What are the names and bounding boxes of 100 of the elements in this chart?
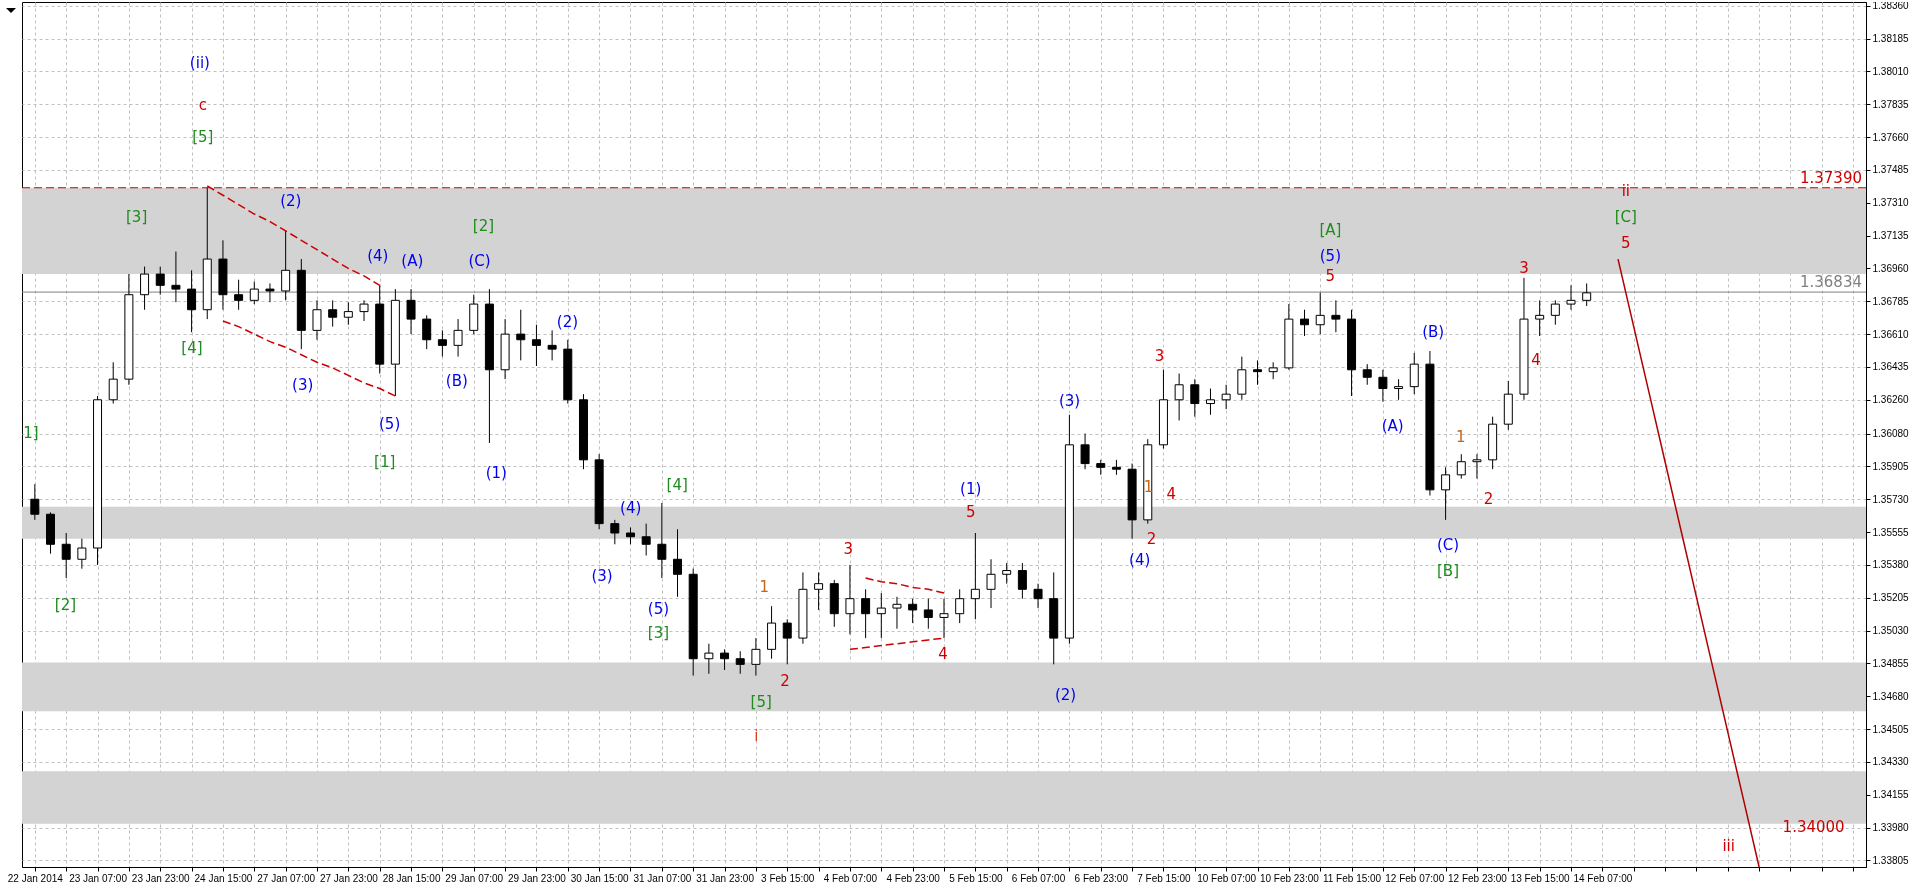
annotation: 5 — [965, 503, 976, 521]
annotation: 1] — [23, 424, 39, 442]
y-tick-label: 1.35905 — [1872, 460, 1910, 472]
candlestick — [955, 588, 965, 624]
annotation: (B) — [1422, 323, 1445, 341]
y-tick-label: 1.34155 — [1872, 789, 1910, 801]
candlestick — [735, 650, 745, 675]
annotation: [C] — [1614, 208, 1637, 226]
annotation: (5) — [378, 415, 401, 433]
annotation: (4) — [1129, 551, 1151, 569]
annotation: (1) — [960, 480, 982, 498]
candlestick — [782, 618, 792, 665]
candlestick — [343, 301, 353, 326]
ref-line-label: 1.37390 — [1799, 168, 1862, 187]
candlestick — [140, 266, 150, 311]
annotation: [B] — [1436, 562, 1459, 580]
x-tick-label: 12 Feb 23:00 — [1447, 872, 1508, 884]
annotation: (B) — [445, 372, 468, 390]
x-tick-label: 29 Jan 07:00 — [445, 872, 504, 884]
annotation: (2) — [1054, 686, 1077, 704]
y-tick-label: 1.38360 — [1872, 0, 1910, 12]
annotation: (5) — [647, 600, 670, 618]
y-tick-label: 1.33805 — [1872, 854, 1910, 866]
annotation: 2 — [780, 672, 790, 690]
candlestick — [531, 324, 541, 367]
candlestick — [77, 538, 87, 570]
candlestick — [547, 329, 557, 361]
x-tick-label: 14 Feb 07:00 — [1573, 872, 1633, 884]
candlestick — [328, 299, 338, 328]
ref-line-label: 1.36834 — [1799, 273, 1862, 292]
candlestick — [704, 643, 714, 675]
x-tick-label: 6 Feb 07:00 — [1011, 872, 1066, 884]
x-tick-label: 11 Feb 15:00 — [1322, 872, 1382, 884]
x-tick-label: 4 Feb 07:00 — [823, 872, 878, 884]
candlestick — [108, 361, 118, 405]
annotation: 4 — [1166, 485, 1177, 503]
annotation: [2] — [472, 217, 495, 235]
candlestick — [814, 571, 824, 611]
candlestick — [939, 598, 949, 639]
candlestick — [516, 309, 526, 361]
candlestick — [1002, 562, 1012, 585]
candlestick — [641, 523, 651, 557]
annotation: [5] — [192, 128, 214, 146]
candlestick — [673, 528, 683, 598]
annotation: 3 — [1519, 259, 1529, 277]
annotation: 4 — [938, 645, 948, 663]
annotation: 3 — [1154, 347, 1165, 365]
annotation: 2 — [1483, 490, 1494, 508]
candlestick — [1331, 299, 1341, 333]
candlestick — [1566, 284, 1576, 311]
y-tick-label: 1.34855 — [1872, 657, 1910, 669]
x-tick-label: 23 Jan 07:00 — [69, 872, 128, 884]
candlestick — [234, 279, 244, 311]
annotation: [A] — [1319, 221, 1342, 239]
x-tick-label: 6 Feb 23:00 — [1074, 872, 1129, 884]
candlestick — [923, 598, 933, 630]
x-tick-label: 13 Feb 15:00 — [1510, 872, 1571, 884]
candlestick — [61, 532, 71, 579]
y-tick-label: 1.35730 — [1872, 493, 1910, 505]
candlestick — [406, 288, 416, 335]
annotation: iii — [1722, 837, 1735, 855]
y-tick-label: 1.36435 — [1872, 361, 1910, 373]
y-tick-label: 1.37485 — [1872, 164, 1910, 176]
annotation: (ii) — [189, 54, 210, 72]
candlestick — [1409, 352, 1419, 395]
annotation: (C) — [1436, 536, 1460, 554]
line-series — [222, 320, 397, 397]
candlestick — [265, 282, 275, 303]
y-tick-label: 1.36080 — [1872, 428, 1910, 440]
x-tick-label: 29 Jan 23:00 — [508, 872, 567, 884]
candlestick — [422, 314, 432, 350]
annotation: (A) — [401, 252, 424, 270]
annotation: (3) — [1058, 392, 1081, 410]
candlestick — [861, 588, 871, 639]
annotation: [4] — [181, 339, 203, 357]
candlestick — [892, 596, 902, 630]
candlestick — [657, 502, 667, 579]
candlestick — [876, 592, 886, 639]
annotation: (C) — [468, 252, 491, 270]
candlestick — [30, 483, 40, 521]
annotation: 3 — [843, 540, 853, 558]
annotation: (3) — [591, 567, 613, 585]
candlestick — [1582, 282, 1592, 307]
y-tick-label: 1.37835 — [1872, 98, 1910, 110]
x-tick-label: 7 Feb 15:00 — [1137, 872, 1192, 884]
candlestick — [1378, 369, 1388, 403]
candlestick — [1174, 373, 1184, 421]
y-tick-label: 1.38010 — [1872, 65, 1910, 77]
x-tick-label: 31 Jan 07:00 — [633, 872, 692, 884]
x-tick-label: 10 Feb 07:00 — [1197, 872, 1257, 884]
annotation: [3] — [647, 624, 670, 642]
candlestick — [1300, 309, 1310, 337]
x-tick-label: 27 Jan 07:00 — [257, 872, 316, 884]
y-tick-label: 1.34505 — [1872, 723, 1910, 735]
candlestick — [1253, 359, 1262, 386]
candlestick — [970, 532, 980, 620]
candlestick — [1017, 562, 1027, 600]
annotation: (5) — [1319, 247, 1342, 265]
candlestick — [1362, 363, 1372, 386]
annotation: 5 — [1325, 267, 1336, 285]
